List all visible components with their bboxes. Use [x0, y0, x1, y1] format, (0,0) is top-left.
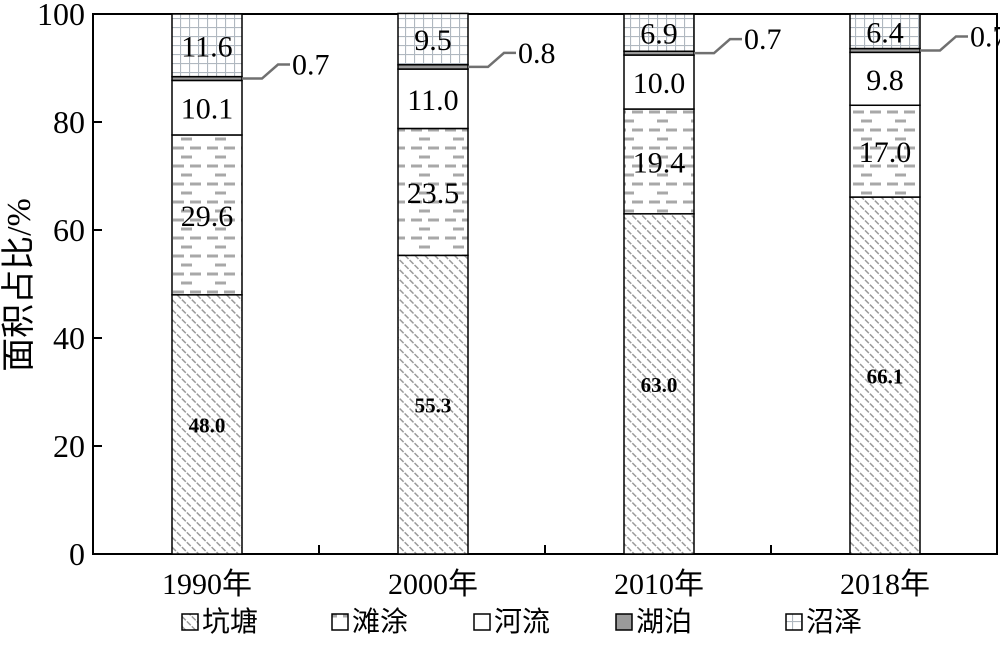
- leader-line: [694, 37, 742, 55]
- bar-segment: [171, 294, 243, 555]
- bar-segment: [623, 213, 695, 555]
- data-label: 0.7: [744, 23, 782, 56]
- data-label: 11.6: [181, 30, 232, 63]
- legend-label: 湖泊: [636, 606, 692, 638]
- legend-item: 湖泊: [615, 606, 692, 638]
- bar-segment: [397, 127, 469, 257]
- legend-item: 沼泽: [785, 606, 862, 638]
- bar-segment: [171, 13, 243, 78]
- data-label: 0.7: [292, 49, 330, 82]
- data-label: 55.3: [415, 394, 452, 418]
- data-label: 9.8: [866, 64, 904, 97]
- bars: [171, 12, 921, 555]
- bar-segment: [849, 13, 921, 50]
- data-label: 10.1: [181, 93, 234, 126]
- x-axis: 1990年 2000年 2010年 2018年: [162, 545, 930, 601]
- legend-label: 坑塘: [202, 606, 258, 638]
- legend-swatch: [181, 613, 199, 631]
- data-label: 48.0: [189, 413, 226, 437]
- y-tick-label: 60: [53, 212, 85, 248]
- y-tick-label: 40: [53, 320, 85, 356]
- data-label: 0.7: [970, 20, 1000, 53]
- data-label: 9.5: [414, 24, 452, 57]
- bar-segment: [397, 68, 469, 130]
- data-label: 6.4: [866, 16, 904, 49]
- data-labels: 48.0 29.6 10.1 0.7 11.6 55.3 23.5 11.0 0.8 9.5 63.…: [181, 16, 1000, 437]
- bar-segment: [623, 13, 695, 53]
- legend-swatch: [615, 613, 633, 631]
- data-label: 0.8: [518, 37, 556, 70]
- leader-line: [242, 63, 290, 80]
- bar-segment: [849, 196, 921, 555]
- data-label: 10.0: [633, 67, 686, 100]
- bar-segment: [171, 134, 243, 296]
- x-tick-label: 1990年: [162, 568, 252, 601]
- legend-label: 河流: [494, 606, 550, 638]
- legend: 坑塘 滩涂 河流 湖泊 沼泽: [181, 606, 862, 638]
- data-label: 11.0: [407, 84, 458, 117]
- legend-label: 滩涂: [352, 606, 408, 638]
- x-tick-label: 2000年: [388, 568, 478, 601]
- data-label: 17.0: [859, 136, 912, 169]
- y-tick-label: 20: [53, 428, 85, 464]
- y-tick-label: 80: [53, 104, 85, 140]
- data-label: 66.1: [867, 365, 904, 389]
- bar-segment: [849, 104, 921, 198]
- y-tick-label: 100: [37, 0, 85, 32]
- data-label: 19.4: [633, 146, 686, 179]
- data-label: 29.6: [181, 200, 234, 233]
- legend-item: 河流: [473, 606, 550, 638]
- y-axis-title: 面积占比/%: [0, 198, 38, 372]
- legend-swatch: [473, 613, 491, 631]
- y-tick-label: 0: [69, 536, 85, 572]
- legend-label: 沼泽: [806, 606, 862, 638]
- legend-swatch: [785, 613, 803, 631]
- x-tick-label: 2010年: [614, 568, 704, 601]
- data-label: 23.5: [407, 177, 460, 210]
- x-tick-label: 2018年: [840, 568, 930, 601]
- leader-line: [468, 51, 516, 69]
- legend-item: 坑塘: [181, 606, 258, 638]
- data-label: 6.9: [640, 18, 678, 51]
- legend-item: 滩涂: [331, 606, 408, 638]
- legend-swatch: [331, 613, 349, 631]
- bar-segment: [397, 12, 469, 66]
- data-label: 63.0: [641, 373, 678, 397]
- leader-line: [920, 35, 968, 52]
